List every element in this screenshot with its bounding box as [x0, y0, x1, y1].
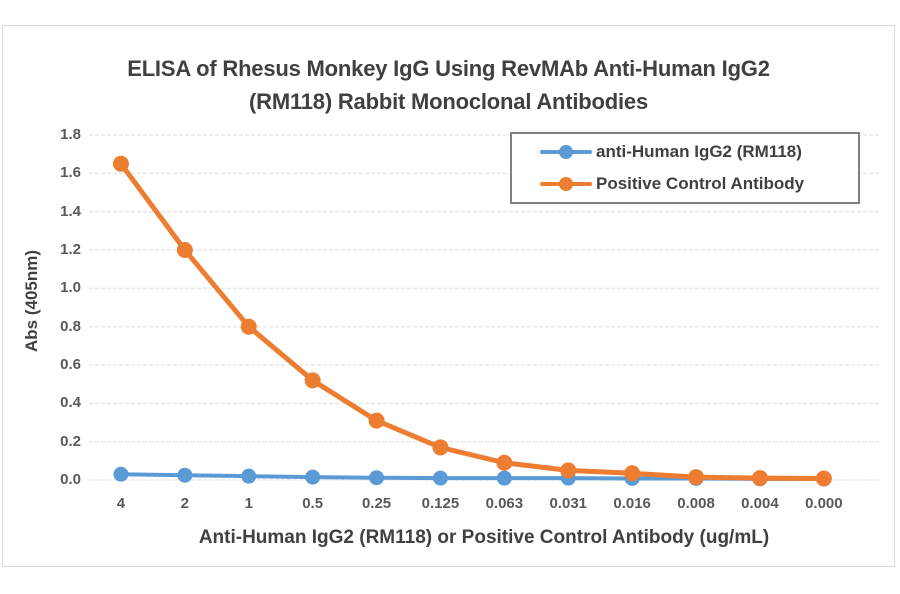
- data-point: [241, 468, 257, 484]
- x-tick-label: 1: [244, 495, 253, 512]
- x-tick-label: 0.5: [302, 495, 324, 512]
- data-point: [368, 412, 385, 429]
- legend-label: anti-Human IgG2 (RM118): [596, 142, 802, 161]
- data-point: [177, 467, 193, 483]
- y-tick-label: 0.8: [60, 317, 81, 335]
- data-point: [815, 470, 832, 487]
- data-point: [496, 470, 512, 486]
- data-point: [305, 469, 321, 485]
- data-point: [113, 466, 129, 482]
- y-tick-label: 1.6: [60, 164, 81, 182]
- data-point: [624, 465, 641, 482]
- data-point: [496, 454, 513, 471]
- data-point: [751, 470, 768, 487]
- chart-title: ELISA of Rhesus Monkey IgG Using RevMAb …: [3, 52, 894, 118]
- y-tick-label: 0.6: [60, 356, 81, 373]
- legend-item: Positive Control Antibody: [512, 168, 858, 200]
- data-point: [432, 470, 448, 486]
- x-tick-label: 0.000: [805, 495, 843, 512]
- legend-line-marker-icon: [540, 176, 592, 192]
- y-tick-label: 1.8: [60, 126, 81, 143]
- data-point: [304, 372, 321, 389]
- y-tick-label: 1.2: [60, 241, 81, 258]
- data-point: [432, 439, 449, 456]
- data-point: [176, 242, 193, 258]
- x-tick-label: 2: [180, 495, 190, 512]
- x-tick-label: 0.008: [677, 495, 715, 512]
- plot-area: [89, 134, 879, 487]
- legend-line-marker-icon: [540, 144, 592, 160]
- chart-title-line2: (RM118) Rabbit Monoclonal Antibodies: [249, 89, 648, 114]
- data-point: [369, 470, 385, 486]
- legend: anti-Human IgG2 (RM118) Positive Control …: [510, 132, 860, 204]
- y-tick-label: 0.2: [60, 432, 81, 450]
- x-tick-label: 0.031: [549, 495, 588, 512]
- series-line: [118, 161, 827, 481]
- data-point: [112, 155, 129, 172]
- x-tick-label: 0.25: [361, 495, 392, 512]
- legend-item: anti-Human IgG2 (RM118): [512, 136, 858, 168]
- y-tick-label: 0.0: [60, 471, 81, 488]
- data-point: [560, 462, 577, 479]
- legend-label: Positive Control Antibody: [596, 174, 805, 193]
- y-tick-label: 0.4: [60, 394, 81, 412]
- x-tick-label: 4: [116, 495, 126, 512]
- x-tick-label: 0.004: [741, 495, 779, 512]
- y-tick-label: 1.0: [60, 279, 81, 297]
- chart-container: ELISA of Rhesus Monkey IgG Using RevMAb …: [2, 25, 895, 567]
- chart-title-line1: ELISA of Rhesus Monkey IgG Using RevMAb …: [127, 56, 770, 81]
- data-point: [688, 469, 705, 486]
- x-tick-label: 0.125: [421, 495, 460, 512]
- x-tick-label: 0.063: [485, 495, 524, 512]
- y-tick-label: 1.4: [60, 202, 81, 220]
- data-point: [240, 318, 257, 335]
- x-axis-title: Anti-Human IgG2 (RM118) or Positive Cont…: [198, 527, 770, 548]
- x-tick-label: 0.016: [613, 495, 651, 512]
